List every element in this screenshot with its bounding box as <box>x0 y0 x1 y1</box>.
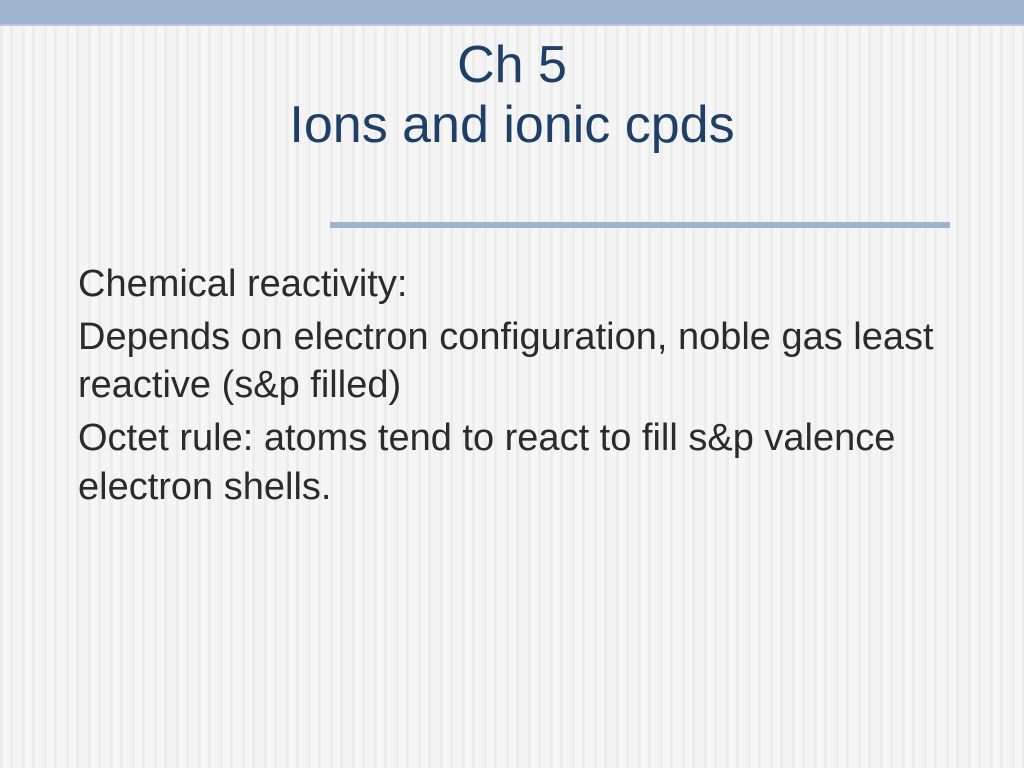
slide: Ch 5 Ions and ionic cpds Chemical reacti… <box>0 0 1024 768</box>
slide-title: Ch 5 Ions and ionic cpds <box>0 36 1024 156</box>
slide-body: Chemical reactivity: Depends on electron… <box>78 260 954 511</box>
body-paragraph-1: Chemical reactivity: <box>78 260 954 309</box>
title-underline <box>330 222 950 228</box>
top-accent-bar <box>0 0 1024 26</box>
body-paragraph-3: Octet rule: atoms tend to react to fill … <box>78 414 954 511</box>
body-paragraph-2: Depends on electron configuration, noble… <box>78 313 954 410</box>
title-line-1: Ch 5 <box>0 36 1024 96</box>
title-line-2: Ions and ionic cpds <box>0 96 1024 156</box>
